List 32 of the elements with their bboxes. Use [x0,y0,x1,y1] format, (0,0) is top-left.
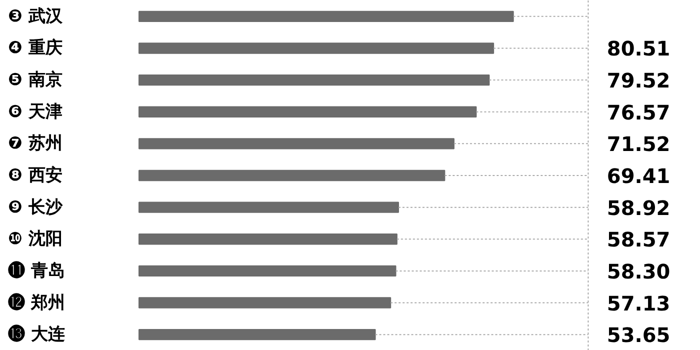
data-label: 57.13 [606,291,670,316]
bar [138,297,392,308]
bar [138,170,446,182]
data-label: 79.52 [606,68,670,93]
y-tick-label: ⓬ 郑州 [8,292,65,313]
y-tick-label: ❸ 武汉 [8,6,64,26]
data-label: 69.41 [606,164,670,188]
bar [138,265,396,277]
y-tick-label: ❹ 重庆 [8,38,62,58]
data-label: 53.65 [606,323,670,348]
y-tick-label: ❿ 沈阳 [8,229,62,250]
data-label: 58.57 [606,228,670,252]
bar [138,42,494,54]
y-tick-label: ⓫ 青岛 [8,260,65,281]
y-tick-label: ⓭ 大连 [8,324,65,345]
bar [138,329,376,340]
data-label: 76.57 [606,100,670,124]
bar [138,202,399,213]
y-tick-label: ❾ 长沙 [8,197,64,218]
bar [138,74,490,86]
bar [138,106,477,118]
data-label: 80.51 [606,36,670,61]
bar [138,138,454,150]
y-tick-label: ❼ 苏州 [8,134,62,154]
bar [138,234,398,245]
y-tick-label: ❺ 南京 [8,70,62,90]
y-tick-label: ❻ 天津 [8,102,62,122]
bar [138,10,514,22]
data-label: 58.30 [606,259,670,284]
data-label: 71.52 [606,132,670,156]
data-label: 58.92 [606,196,670,220]
y-tick-label: ❽ 西安 [8,166,62,186]
